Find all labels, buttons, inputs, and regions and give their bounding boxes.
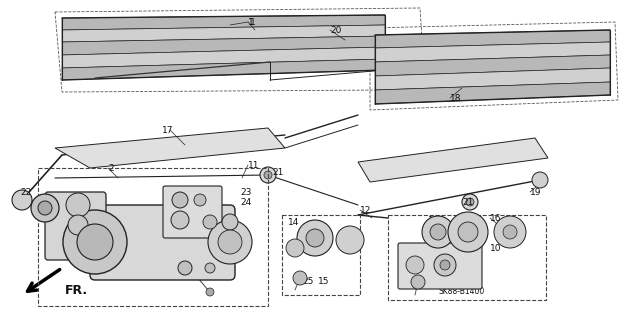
Text: 22: 22 bbox=[20, 188, 31, 196]
Text: 21: 21 bbox=[462, 197, 474, 206]
Ellipse shape bbox=[38, 201, 52, 215]
Text: 18: 18 bbox=[450, 93, 461, 102]
Text: 23: 23 bbox=[240, 188, 252, 196]
Polygon shape bbox=[62, 15, 385, 30]
Ellipse shape bbox=[411, 275, 425, 289]
Polygon shape bbox=[62, 36, 385, 55]
Ellipse shape bbox=[297, 220, 333, 256]
Text: 16: 16 bbox=[490, 213, 502, 222]
Polygon shape bbox=[55, 128, 285, 168]
Ellipse shape bbox=[77, 224, 113, 260]
Text: FR.: FR. bbox=[65, 284, 88, 297]
Text: 5: 5 bbox=[118, 205, 124, 214]
Text: 9: 9 bbox=[232, 234, 237, 243]
Ellipse shape bbox=[178, 261, 192, 275]
Bar bbox=[38, 168, 268, 306]
Text: 3: 3 bbox=[183, 194, 189, 203]
Text: 11: 11 bbox=[248, 161, 259, 170]
Bar bbox=[388, 215, 546, 300]
Polygon shape bbox=[62, 25, 385, 42]
Text: 24: 24 bbox=[240, 197, 252, 206]
Ellipse shape bbox=[503, 225, 517, 239]
Ellipse shape bbox=[448, 212, 488, 252]
Text: 17: 17 bbox=[162, 125, 173, 134]
Ellipse shape bbox=[12, 190, 32, 210]
Text: 1: 1 bbox=[250, 18, 256, 27]
Text: 4: 4 bbox=[196, 258, 202, 267]
Ellipse shape bbox=[203, 215, 217, 229]
Ellipse shape bbox=[406, 256, 424, 274]
Ellipse shape bbox=[430, 224, 446, 240]
Text: 6: 6 bbox=[210, 263, 216, 273]
Text: 7: 7 bbox=[128, 211, 134, 220]
Ellipse shape bbox=[494, 216, 526, 248]
Polygon shape bbox=[375, 30, 610, 48]
Ellipse shape bbox=[31, 194, 59, 222]
Ellipse shape bbox=[208, 220, 252, 264]
Ellipse shape bbox=[68, 215, 88, 235]
Bar bbox=[282, 215, 360, 295]
Text: 13: 13 bbox=[400, 263, 412, 273]
Text: 14: 14 bbox=[288, 218, 300, 227]
Polygon shape bbox=[375, 55, 610, 76]
Ellipse shape bbox=[260, 167, 276, 183]
Ellipse shape bbox=[194, 194, 206, 206]
Polygon shape bbox=[358, 138, 548, 182]
Polygon shape bbox=[375, 82, 610, 104]
Text: 2: 2 bbox=[108, 164, 114, 172]
Text: 12: 12 bbox=[360, 205, 371, 214]
Ellipse shape bbox=[63, 210, 127, 274]
Ellipse shape bbox=[66, 193, 90, 217]
Text: 14: 14 bbox=[428, 215, 440, 225]
Ellipse shape bbox=[422, 216, 454, 248]
Text: 1: 1 bbox=[248, 18, 253, 27]
FancyBboxPatch shape bbox=[163, 186, 222, 238]
Text: 8: 8 bbox=[210, 234, 216, 243]
Ellipse shape bbox=[264, 171, 272, 179]
Ellipse shape bbox=[434, 254, 456, 276]
Text: 19: 19 bbox=[530, 188, 541, 196]
Polygon shape bbox=[375, 42, 610, 62]
Ellipse shape bbox=[222, 214, 238, 230]
Ellipse shape bbox=[466, 198, 474, 206]
Ellipse shape bbox=[293, 271, 307, 285]
Ellipse shape bbox=[462, 194, 478, 210]
Ellipse shape bbox=[171, 211, 189, 229]
Ellipse shape bbox=[336, 226, 364, 254]
Ellipse shape bbox=[286, 239, 304, 257]
Text: SK88-B1400: SK88-B1400 bbox=[438, 287, 484, 297]
Ellipse shape bbox=[440, 260, 450, 270]
Text: 25: 25 bbox=[420, 274, 431, 283]
Ellipse shape bbox=[458, 222, 478, 242]
FancyBboxPatch shape bbox=[90, 205, 235, 280]
Text: 9: 9 bbox=[348, 237, 354, 246]
Text: 21: 21 bbox=[272, 167, 284, 177]
FancyBboxPatch shape bbox=[45, 192, 106, 260]
Text: 15: 15 bbox=[318, 277, 330, 286]
FancyBboxPatch shape bbox=[398, 243, 482, 289]
Ellipse shape bbox=[306, 229, 324, 247]
Ellipse shape bbox=[532, 172, 548, 188]
Text: 10: 10 bbox=[490, 244, 502, 252]
Ellipse shape bbox=[205, 263, 215, 273]
Ellipse shape bbox=[218, 230, 242, 254]
Ellipse shape bbox=[172, 192, 188, 208]
Text: 20: 20 bbox=[330, 26, 341, 35]
Text: 25: 25 bbox=[302, 277, 314, 286]
Polygon shape bbox=[62, 59, 385, 80]
Polygon shape bbox=[375, 68, 610, 90]
Polygon shape bbox=[62, 47, 385, 68]
Ellipse shape bbox=[206, 288, 214, 296]
